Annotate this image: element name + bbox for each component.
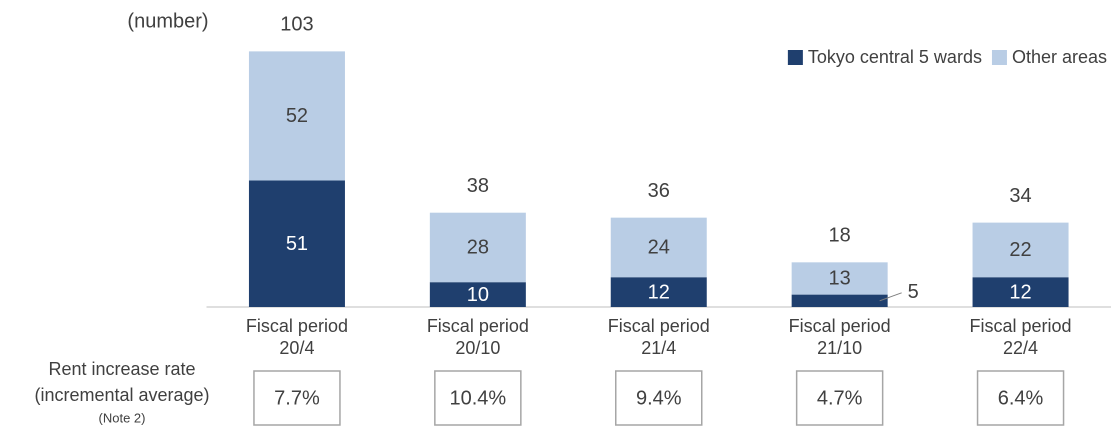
rate-label: 6.4%	[998, 387, 1044, 409]
bar-segment	[791, 294, 888, 307]
data-label: 13	[829, 268, 851, 290]
bar-segment	[248, 51, 345, 181]
data-label: 10	[467, 284, 489, 306]
bar-segment	[972, 277, 1069, 307]
data-label: 28	[467, 237, 489, 259]
bar-segment	[610, 217, 707, 278]
rate-box	[795, 370, 884, 426]
total-label: 36	[648, 180, 670, 202]
data-label: 24	[648, 237, 670, 259]
x-tick-label: Fiscal period 20/4	[246, 316, 348, 358]
bar-segment	[972, 222, 1069, 278]
bar-segment	[791, 262, 888, 295]
data-label: 52	[286, 105, 308, 127]
rate-label: 9.4%	[636, 387, 682, 409]
legend-label: Other areas	[1012, 47, 1107, 67]
bar-segment	[429, 282, 526, 307]
legend-label: Tokyo central 5 wards	[808, 47, 982, 67]
rate-box	[253, 370, 341, 426]
data-label: 51	[286, 233, 308, 255]
data-label: 5	[908, 281, 919, 303]
total-label: 18	[829, 225, 851, 247]
bar-segment	[610, 277, 707, 307]
rate-title: Rent increase rate (incremental average)	[34, 359, 209, 405]
note: (Note 2)	[99, 410, 146, 425]
rate-box	[976, 370, 1065, 426]
bar-segment	[429, 212, 526, 283]
rate-box	[434, 370, 522, 426]
x-tick-label: Fiscal period 21/10	[789, 316, 891, 358]
legend-swatch	[787, 50, 803, 65]
x-tick-label: Fiscal period 21/4	[608, 316, 710, 358]
rate-box	[615, 370, 703, 426]
rate-label: 7.7%	[274, 387, 320, 409]
bar-segment	[248, 180, 345, 307]
data-label: 12	[648, 281, 670, 303]
total-label: 103	[280, 14, 313, 36]
x-tick-label: Fiscal period 22/4	[970, 316, 1072, 358]
data-label: 22	[1009, 239, 1031, 261]
rate-label: 10.4%	[449, 387, 506, 409]
unit-label: (number)	[127, 10, 208, 32]
data-label: 12	[1009, 281, 1031, 303]
total-label: 34	[1009, 185, 1031, 207]
rate-label: 4.7%	[817, 387, 863, 409]
total-label: 38	[467, 175, 489, 197]
legend-swatch	[991, 50, 1007, 65]
x-tick-label: Fiscal period 20/10	[427, 316, 529, 358]
leader-line	[879, 292, 902, 302]
